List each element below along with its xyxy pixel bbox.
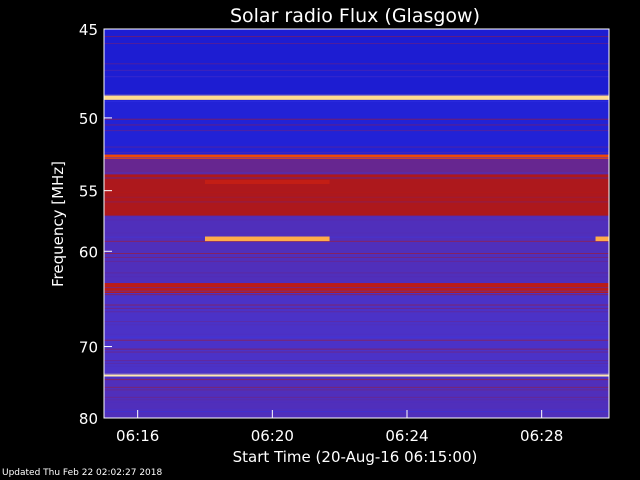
texture-streak <box>104 339 609 341</box>
texture-streak <box>104 401 609 403</box>
texture-streak <box>104 36 609 38</box>
x-tick-label: 06:16 <box>116 427 159 445</box>
y-tick-label: 50 <box>79 110 98 128</box>
texture-streak <box>104 63 609 65</box>
texture-streak <box>104 272 609 274</box>
texture-streak <box>104 256 609 258</box>
texture-streak <box>104 408 609 410</box>
texture-streak <box>104 376 609 378</box>
frequency-band <box>104 158 609 175</box>
texture-streak <box>104 324 609 326</box>
texture-streak <box>104 311 609 313</box>
x-axis-label: Start Time (20-Aug-16 06:15:00) <box>233 448 478 466</box>
texture-streak <box>104 386 609 388</box>
texture-streak <box>104 124 609 126</box>
texture-streak <box>104 192 609 194</box>
burst-event <box>205 179 330 184</box>
texture-streak <box>104 396 609 398</box>
texture-streak <box>104 130 609 132</box>
plot-frame <box>103 28 610 419</box>
texture-streak <box>104 294 609 296</box>
texture-streak <box>104 95 609 97</box>
texture-streak <box>104 201 609 203</box>
y-tick-label: 55 <box>79 183 98 201</box>
texture-streak <box>104 260 609 262</box>
chart-title: Solar radio Flux (Glasgow) <box>230 5 480 27</box>
y-tick-label: 70 <box>79 339 98 357</box>
burst-event <box>595 236 609 242</box>
y-axis-label: Frequency [MHz] <box>49 161 67 287</box>
frequency-band <box>104 154 609 159</box>
texture-streak <box>104 365 609 367</box>
texture-streak <box>104 240 609 242</box>
frequency-band <box>104 373 609 377</box>
texture-streak <box>104 236 609 238</box>
texture-streak <box>104 196 609 198</box>
texture-streak <box>104 172 609 174</box>
texture-streak <box>104 336 609 338</box>
texture-streak <box>104 304 609 306</box>
texture-streak <box>104 151 609 153</box>
texture-streak <box>104 219 609 221</box>
texture-streak <box>104 232 609 234</box>
heatmap-area <box>104 29 609 418</box>
texture-streak <box>104 333 609 335</box>
texture-streak <box>104 411 609 413</box>
frequency-band <box>104 216 609 284</box>
texture-streak <box>104 157 609 159</box>
texture-streak <box>104 69 609 71</box>
x-tick-label: 06:24 <box>385 427 428 445</box>
updated-timestamp: Updated Thu Feb 22 02:02:27 2018 <box>2 468 163 478</box>
texture-streak <box>104 215 609 217</box>
texture-streak <box>104 287 609 289</box>
x-axis-ticks: 06:16 06:20 06:24 06:28 <box>116 410 563 445</box>
texture-streak <box>104 290 609 292</box>
texture-streak <box>104 399 609 401</box>
texture-streak <box>104 389 609 391</box>
texture-streak <box>104 118 609 120</box>
texture-streak <box>104 177 609 179</box>
frequency-band <box>104 29 609 95</box>
burst-event <box>205 236 330 242</box>
frequency-band <box>104 94 609 100</box>
texture-streak <box>104 373 609 375</box>
texture-streak <box>104 351 609 353</box>
texture-streak <box>104 76 609 78</box>
x-tick-label: 06:20 <box>251 427 294 445</box>
texture-streak <box>104 362 609 364</box>
y-tick-label: 45 <box>79 21 98 39</box>
texture-streak <box>104 253 609 254</box>
texture-streak <box>104 360 609 362</box>
texture-streak <box>104 276 609 278</box>
y-tick-label: 80 <box>79 410 98 428</box>
y-tick-label: 60 <box>79 243 98 261</box>
texture-streak <box>104 146 609 148</box>
texture-streak <box>104 321 609 323</box>
texture-streak <box>104 43 609 45</box>
texture-streak <box>104 101 609 103</box>
frequency-band <box>104 174 609 217</box>
texture-streak <box>104 307 609 309</box>
frequency-band <box>104 99 609 155</box>
x-tick-label: 06:28 <box>520 427 563 445</box>
texture-streak <box>104 348 609 350</box>
texture-streak <box>104 379 609 381</box>
